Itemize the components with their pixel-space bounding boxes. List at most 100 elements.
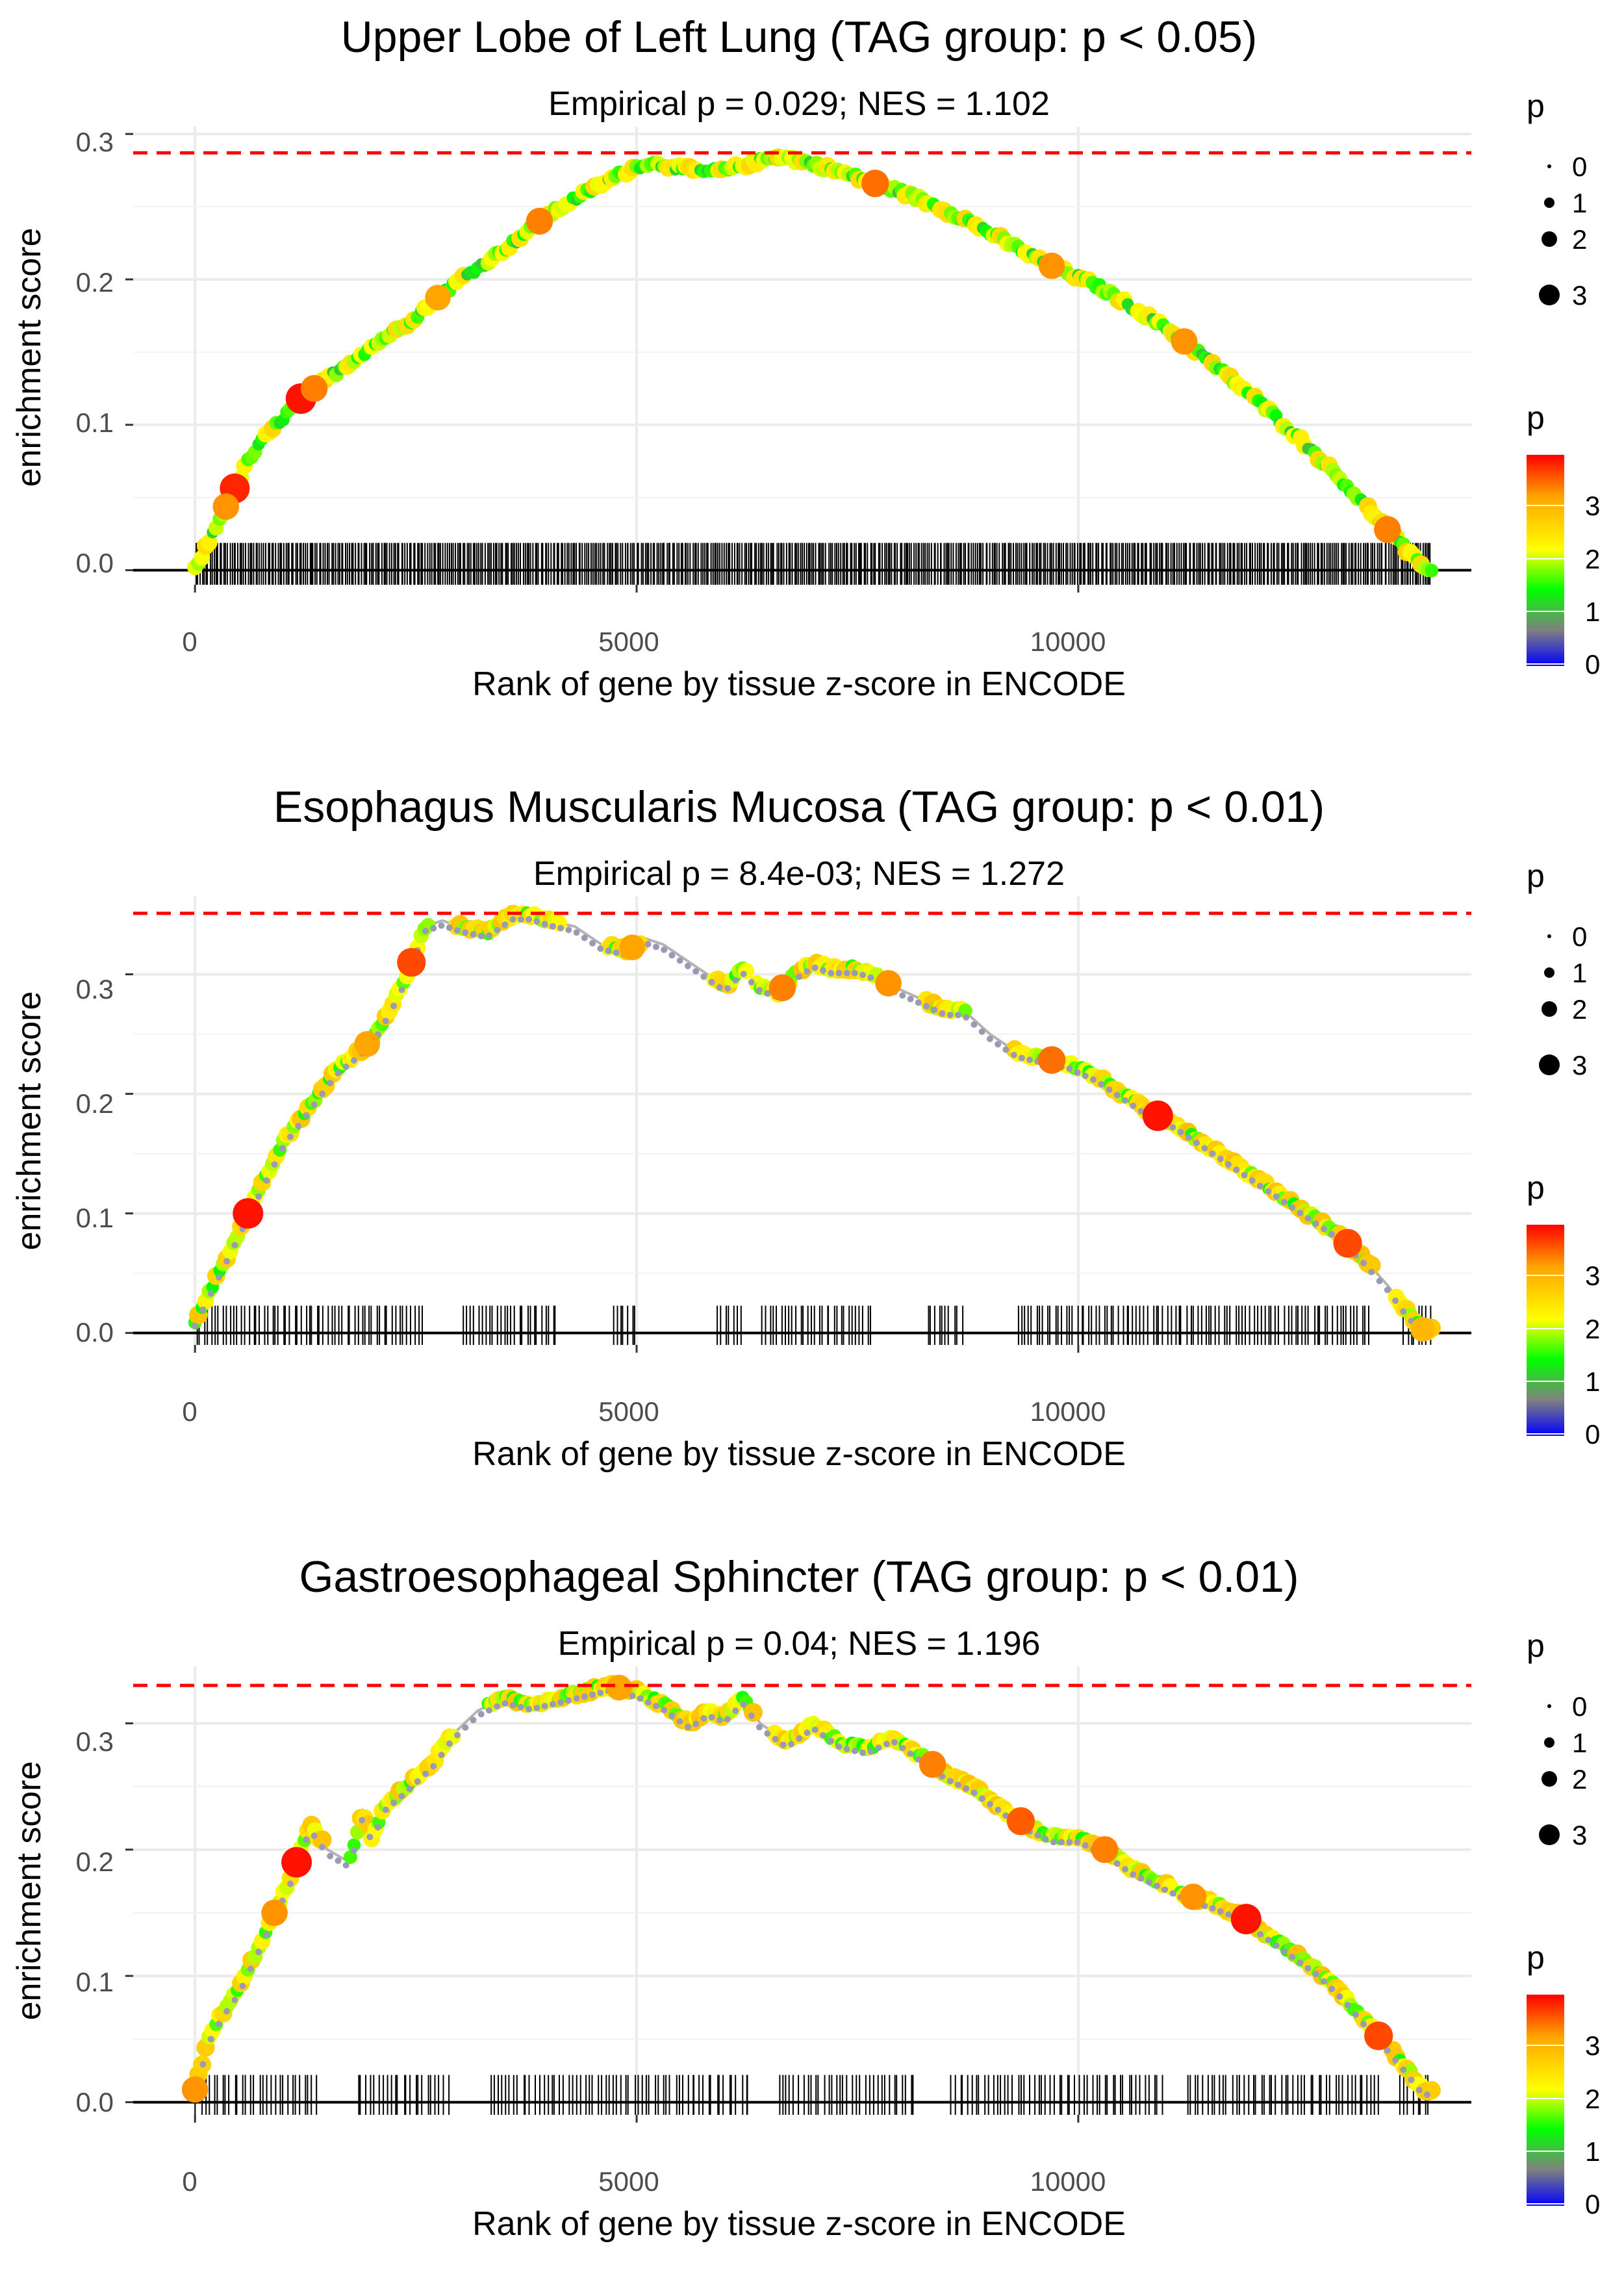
size-legend-dot-3 (1539, 285, 1560, 305)
panel-upper-lobe-left-lung: Upper Lobe of Left Lung (TAG group: p < … (10, 12, 1600, 703)
data-point (1362, 1256, 1381, 1275)
data-point-small (509, 916, 516, 923)
data-point-small (867, 1748, 874, 1755)
data-point-small (780, 1741, 787, 1748)
data-point-small (1273, 1942, 1280, 1949)
size-legend-dot-3 (1539, 1824, 1560, 1845)
data-point-small (811, 1726, 818, 1733)
highlight-point (526, 207, 553, 235)
data-point-small (1066, 1839, 1073, 1846)
data-point-small (1130, 1103, 1137, 1109)
data-point-small (1161, 1886, 1169, 1893)
data-point-small (740, 971, 747, 978)
y-tick-label: 0.3 (76, 127, 114, 157)
data-point-small (716, 984, 723, 991)
data-point-small (287, 1133, 294, 1140)
data-point-small (891, 1739, 898, 1746)
data-point-small (430, 1763, 437, 1770)
data-point-small (1193, 1140, 1200, 1146)
x-tick-labels: 0 5000 10000 (182, 1396, 1106, 1427)
data-point-small (668, 1712, 676, 1719)
data-point-small (971, 1021, 978, 1028)
highlight-point (875, 970, 902, 997)
data-point-small (486, 1707, 492, 1714)
data-point-small (820, 1731, 826, 1739)
data-point-small (1304, 1215, 1312, 1221)
data-point-small (811, 964, 818, 971)
axis-ticks (125, 973, 1080, 1353)
highlight-point (261, 1899, 288, 1926)
y-axis-title-wrap: enrichment score (10, 1761, 48, 2021)
enrichment-curve (194, 1684, 1424, 2091)
data-point-small (1392, 1297, 1399, 1304)
x-tick-label: 10000 (1030, 1396, 1106, 1427)
data-point-small (1225, 1911, 1232, 1918)
data-point-small (1082, 1073, 1089, 1079)
data-point-small (311, 1101, 318, 1108)
color-legend-label: 3 (1585, 2030, 1600, 2061)
data-point-small (1297, 1209, 1304, 1216)
x-tick-label: 0 (182, 626, 197, 657)
highlight-point (181, 2076, 209, 2103)
y-tick-labels: 0.0 0.1 0.2 0.3 (76, 1726, 114, 2117)
y-tick-labels: 0.0 0.1 0.2 0.3 (76, 974, 114, 1348)
data-point-small (1415, 2086, 1423, 2093)
data-point-small (1360, 2021, 1367, 2028)
data-point-small (462, 929, 469, 936)
data-point-small (1320, 1978, 1327, 1985)
data-point (958, 1003, 972, 1018)
data-point-small (1384, 1286, 1391, 1294)
highlight-point (354, 1031, 381, 1057)
size-legend-label: 1 (1572, 188, 1587, 218)
y-tick-label: 0.1 (76, 1967, 114, 1997)
color-legend-label: 2 (1585, 1314, 1600, 1344)
data-point-small (1002, 1046, 1009, 1053)
data-point-small (1042, 1835, 1049, 1843)
data-point-small (462, 1724, 469, 1731)
data-point-small (1424, 2091, 1430, 2098)
data-point-small (406, 1785, 413, 1793)
color-legend-label: 3 (1585, 491, 1600, 521)
data-point-small (644, 1699, 652, 1706)
data-point-small (557, 1699, 565, 1706)
highlight-point (919, 1750, 946, 1778)
data-point-small (1145, 1878, 1152, 1885)
axis-ticks (125, 133, 1080, 593)
data-point-small (438, 1752, 445, 1759)
y-tick-label: 0.2 (76, 1846, 114, 1877)
data-point-small (263, 1932, 270, 1938)
chart-title: Esophagus Muscularis Mucosa (TAG group: … (273, 782, 1325, 832)
data-point-small (955, 1012, 961, 1019)
data-point-small (581, 934, 588, 941)
color-legend-label: 3 (1585, 1260, 1600, 1291)
chart-subtitle: Empirical p = 0.029; NES = 1.102 (548, 85, 1050, 123)
data-point-small (1122, 1866, 1128, 1872)
data-point-small (565, 926, 572, 934)
data-point-small (581, 1693, 588, 1700)
size-legend-label: 2 (1572, 224, 1587, 255)
data-point-small (1066, 1066, 1073, 1072)
data-point-small (470, 1717, 477, 1724)
data-point-small (955, 1782, 961, 1789)
data-point-small (223, 1258, 231, 1265)
size-legend-label: 3 (1572, 1050, 1587, 1080)
y-axis-title: enrichment score (10, 991, 48, 1251)
data-point-small (1376, 1277, 1383, 1284)
y-axis-title: enrichment score (10, 1761, 48, 2021)
data-point-small (1137, 1874, 1145, 1882)
size-legend: p 0 1 2 3 (1527, 1628, 1587, 1850)
highlight-point (1364, 2021, 1393, 2050)
data-point-small (1034, 1832, 1041, 1839)
color-legend-bar (1527, 1225, 1564, 1436)
data-point-small (414, 1778, 421, 1785)
color-legend-bar (1527, 455, 1564, 666)
data-point-small (716, 1717, 723, 1724)
data-point-small (279, 1145, 286, 1152)
size-legend-title: p (1527, 88, 1545, 124)
data-point-small (684, 1724, 691, 1731)
data-point-small (454, 927, 461, 934)
data-point-small (1185, 1134, 1192, 1141)
data-point-small (1209, 1905, 1216, 1912)
data-point-small (971, 1789, 978, 1796)
size-legend-dot-1 (1544, 967, 1554, 978)
